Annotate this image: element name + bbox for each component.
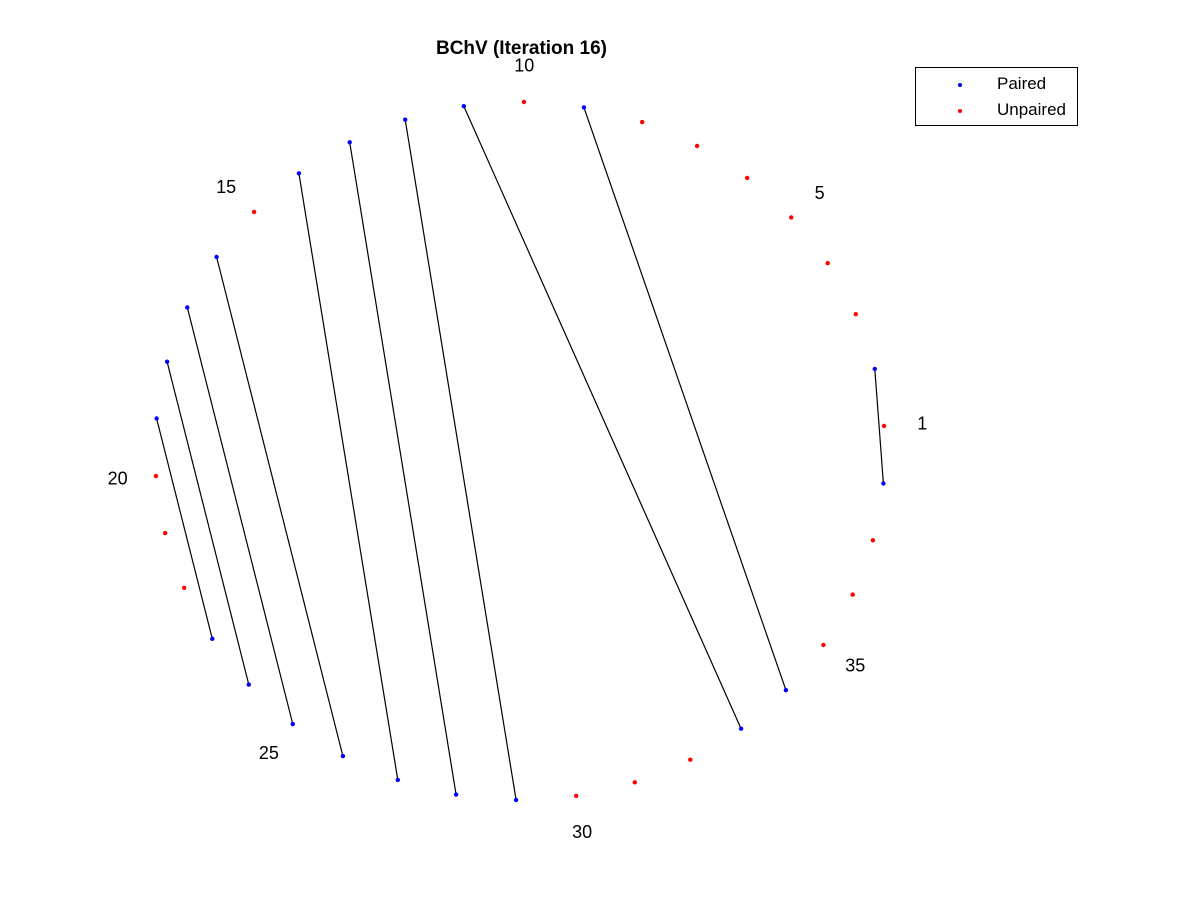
node-point-8 <box>640 119 645 125</box>
pair-line-9-34 <box>583 107 787 691</box>
pair-line-19-23 <box>156 418 213 639</box>
node-label-1: 1 <box>917 413 927 433</box>
chart-title: BChV (Iteration 16) <box>435 38 608 59</box>
node-label-25: 25 <box>259 743 279 763</box>
node-point-14 <box>296 171 302 176</box>
node-point-20 <box>153 473 159 479</box>
node-point-30 <box>574 793 579 798</box>
node-point-13 <box>347 140 352 145</box>
pair-lines <box>156 105 884 801</box>
node-point-27 <box>395 777 400 783</box>
node-point-17 <box>185 305 190 310</box>
node-label-10: 10 <box>514 55 534 75</box>
node-point-37 <box>870 538 876 543</box>
node-point-36 <box>850 592 855 597</box>
node-label-20: 20 <box>108 469 128 489</box>
node-point-29 <box>513 797 519 803</box>
node-point-25 <box>290 721 295 727</box>
node-points <box>153 99 887 803</box>
node-point-16 <box>214 254 219 260</box>
node-point-19 <box>154 416 159 421</box>
legend-item-unpaired: Unpaired <box>916 98 1077 124</box>
node-point-33 <box>738 726 744 731</box>
node-point-35 <box>821 642 826 648</box>
node-point-28 <box>453 792 459 797</box>
node-point-12 <box>403 117 408 122</box>
node-point-3 <box>853 312 858 317</box>
node-point-23 <box>210 636 215 641</box>
node-label-30: 30 <box>572 822 592 842</box>
node-point-15 <box>251 209 257 215</box>
node-point-5 <box>789 215 794 220</box>
legend-label-unpaired: Unpaired <box>997 100 1066 119</box>
node-point-11 <box>461 104 466 109</box>
legend: Paired Unpaired <box>915 67 1078 126</box>
node-label-5: 5 <box>815 183 825 203</box>
node-point-7 <box>694 143 700 149</box>
node-point-10 <box>521 99 527 105</box>
node-point-38 <box>881 481 886 486</box>
node-point-9 <box>581 105 587 110</box>
node-point-4 <box>825 261 830 266</box>
node-point-1 <box>881 423 887 429</box>
pair-line-14-27 <box>298 173 399 780</box>
node-point-21 <box>163 530 168 536</box>
pair-line-17-25 <box>186 307 294 725</box>
node-point-34 <box>783 687 789 693</box>
node-point-31 <box>632 780 637 785</box>
pair-line-12-29 <box>404 119 517 801</box>
node-label-35: 35 <box>845 655 865 675</box>
node-point-32 <box>688 757 693 762</box>
node-label-15: 15 <box>216 177 236 197</box>
legend-marker-paired <box>958 83 962 87</box>
node-point-24 <box>246 682 251 687</box>
legend-marker-unpaired <box>958 109 962 113</box>
node-point-2 <box>872 366 877 372</box>
node-point-22 <box>182 585 187 590</box>
node-point-26 <box>340 753 346 759</box>
legend-label-paired: Paired <box>997 74 1047 93</box>
pair-line-38-2 <box>874 368 884 484</box>
pair-line-13-28 <box>349 142 457 795</box>
node-point-18 <box>164 359 170 364</box>
pair-line-16-26 <box>216 256 344 757</box>
pair-line-11-33 <box>463 105 742 729</box>
legend-item-paired: Paired <box>916 72 1077 98</box>
node-point-6 <box>745 175 750 181</box>
pair-line-18-24 <box>166 361 250 685</box>
